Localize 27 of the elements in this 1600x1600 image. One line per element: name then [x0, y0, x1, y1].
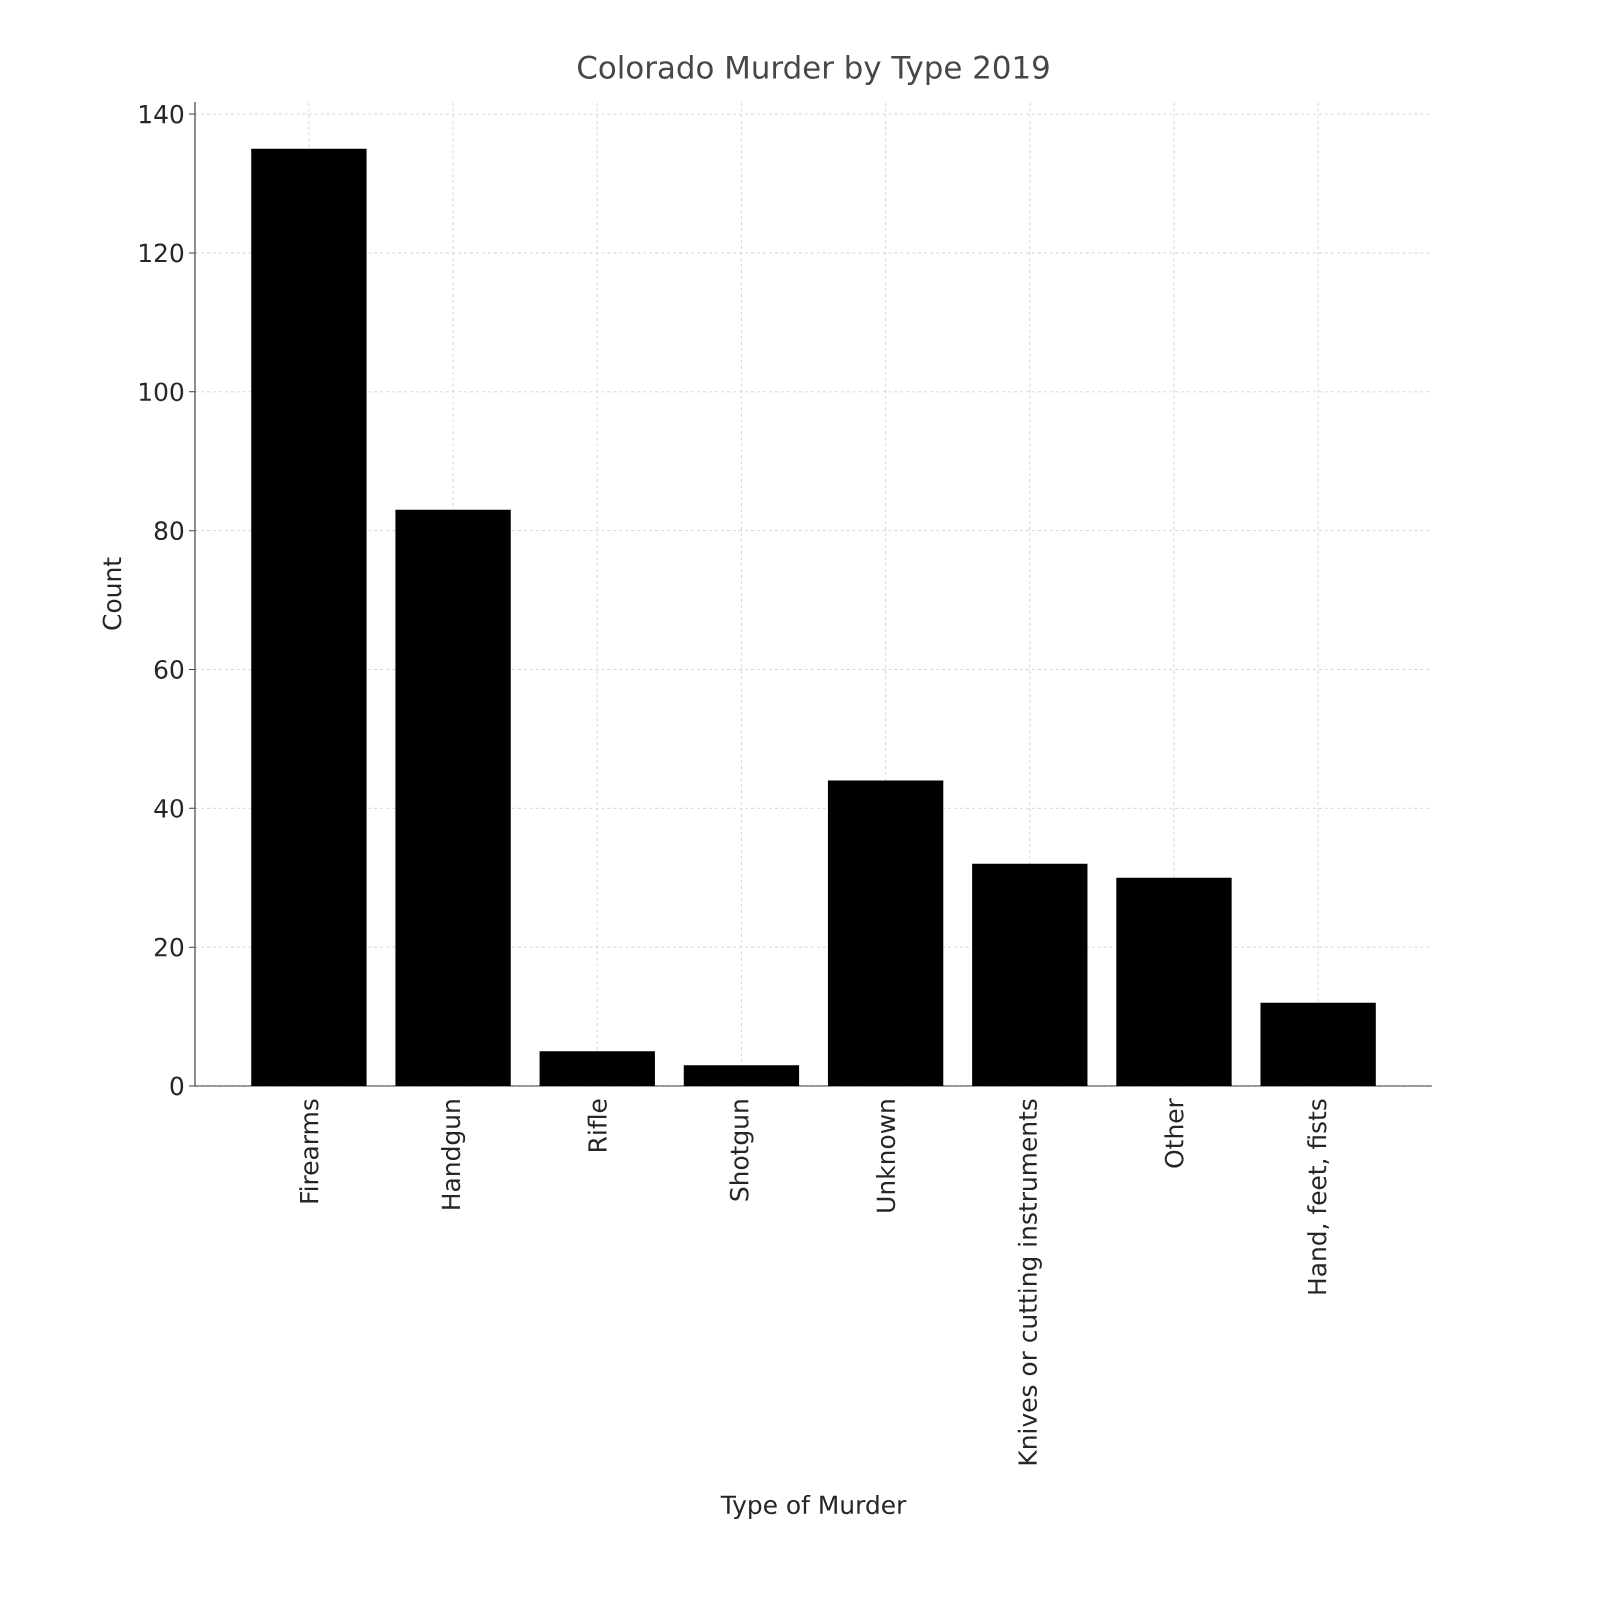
bar: [972, 863, 1088, 1086]
bar: [395, 509, 511, 1086]
bar: [683, 1065, 800, 1086]
y-tick-label: 40: [154, 798, 184, 818]
x-tick-label: Firearms: [299, 1099, 319, 1203]
bar: [827, 780, 944, 1086]
y-tick-label: 80: [154, 521, 184, 541]
x-tick-label: Shotgun: [729, 1100, 754, 1201]
bar: [1260, 1002, 1376, 1086]
x-tick-label: Unknown: [875, 1100, 896, 1212]
y-tick-label: 100: [140, 382, 184, 402]
y-tick-label: 60: [154, 660, 184, 679]
y-tick-label: 0: [170, 1076, 184, 1096]
x-axis-title: Type of Murder: [720, 1494, 907, 1520]
x-tick-label: Hand, feet, fists: [1307, 1099, 1330, 1294]
bar: [251, 148, 367, 1086]
x-tick-label: Other: [1164, 1098, 1184, 1168]
y-axis-title: Count: [102, 557, 122, 630]
y-tick-label: 120: [140, 243, 184, 263]
y-tick-label: 140: [140, 104, 184, 124]
x-tick-label: Handgun: [441, 1100, 466, 1209]
x-tick-label: Rifle: [587, 1099, 607, 1151]
x-tick-label: Knives or cutting instruments: [1017, 1099, 1042, 1465]
y-tick-label: 20: [154, 937, 184, 957]
bar: [1116, 877, 1232, 1086]
bar: [539, 1051, 655, 1086]
chart-title: Colorado Murder by Type 2019: [578, 55, 1049, 85]
